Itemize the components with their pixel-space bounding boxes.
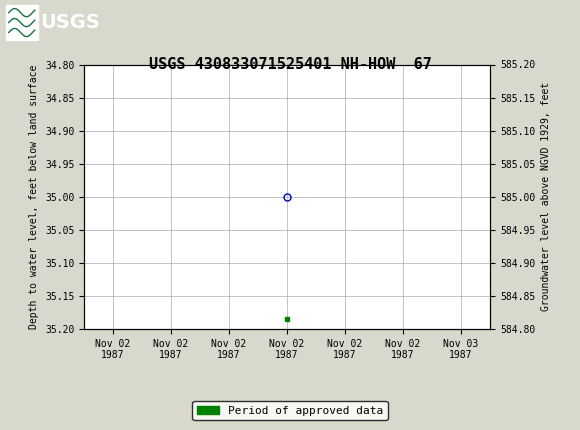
Text: USGS 430833071525401 NH-HOW  67: USGS 430833071525401 NH-HOW 67 — [148, 57, 432, 72]
Legend: Period of approved data: Period of approved data — [193, 401, 387, 420]
Y-axis label: Groundwater level above NGVD 1929, feet: Groundwater level above NGVD 1929, feet — [541, 82, 550, 311]
Y-axis label: Depth to water level, feet below land surface: Depth to water level, feet below land su… — [30, 64, 39, 329]
Text: USGS: USGS — [41, 13, 100, 32]
Bar — [6, 6, 38, 40]
